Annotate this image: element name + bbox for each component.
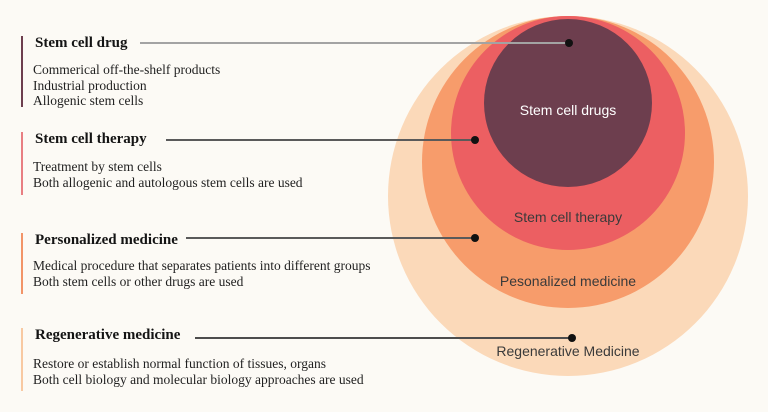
section-title-stem-cell-therapy: Stem cell therapy [35,131,147,147]
desc-line: Industrial production [33,77,147,93]
desc-line: Commerical off-the-shelf products [33,62,221,77]
connector-dot-personalized-medicine [471,234,479,242]
section-title-regenerative-medicine: Regenerative medicine [35,327,181,343]
circle-label-regenerative-medicine: Regenerative Medicine [496,343,640,359]
desc-line: Medical procedure that separates patient… [33,258,371,273]
circle-label-stem-cell-drugs: Stem cell drugs [519,102,617,118]
connector-dot-stem-cell-therapy [471,136,479,144]
connector-dot-stem-cell-drug [565,39,573,47]
desc-line: Both allogenic and autologous stem cells… [33,174,303,190]
accent-bar-stem-cell-therapy [21,132,23,195]
accent-bar-stem-cell-drug [21,36,23,107]
desc-line: Restore or establish normal function of … [33,356,326,371]
section-desc-personalized-medicine: Medical procedure that separates patient… [33,258,371,289]
accent-bar-personalized-medicine [21,233,23,294]
accent-bar-regenerative-medicine [21,328,23,391]
section-desc-stem-cell-therapy: Treatment by stem cells Both allogenic a… [33,159,303,190]
desc-line: Both cell biology and molecular biology … [33,371,364,387]
circle-stem-cell-drugs [484,19,652,187]
section-title-personalized-medicine: Personalized medicine [35,232,178,248]
leader-line-personalized-medicine [186,237,475,239]
section-desc-regenerative-medicine: Restore or establish normal function of … [33,356,364,387]
desc-line: Allogenic stem cells [33,93,144,108]
desc-line: Treatment by stem cells [33,159,162,174]
circle-label-stem-cell-therapy: Stem cell therapy [513,209,623,225]
section-title-stem-cell-drug: Stem cell drug [35,35,128,51]
connector-dot-regenerative-medicine [568,334,576,342]
circle-label-personalized-medicine: Pesonalized medicine [499,273,637,289]
section-desc-stem-cell-drug: Commerical off-the-shelf products Indust… [33,62,220,109]
leader-line-stem-cell-drug [140,42,569,44]
desc-line: Both stem cells or other drugs are used [33,273,244,289]
leader-line-stem-cell-therapy [166,139,475,141]
leader-line-regenerative-medicine [195,337,572,339]
